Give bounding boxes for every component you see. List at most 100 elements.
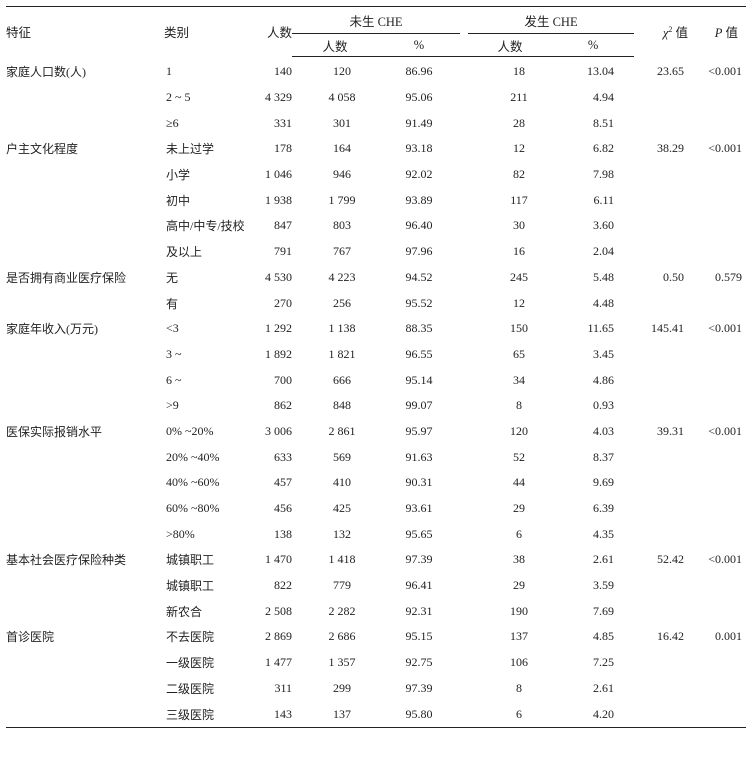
che-count-cell: 8 (516, 680, 523, 695)
chi2-cell: 0.50 (663, 269, 685, 284)
header-category: 类别 (164, 26, 190, 41)
table-row: 新农合 2 508 2 282 92.31 190 7.69 (6, 598, 746, 624)
header-count: 人数 (266, 26, 292, 41)
feature-cell (6, 110, 164, 136)
che-pct-cell: 2.61 (593, 552, 615, 567)
p-value-cell (688, 85, 746, 111)
no-che-pct-cell: 93.61 (405, 501, 433, 516)
che-count-cell: 52 (513, 449, 526, 464)
no-che-count-cell: 779 (333, 578, 351, 593)
p-value-cell: 0.579 (715, 269, 743, 284)
feature-cell (6, 367, 164, 393)
no-che-count-cell: 569 (333, 449, 351, 464)
che-pct-cell: 7.25 (593, 655, 615, 670)
category-cell: 三级医院 (164, 701, 256, 728)
table-row: 40% ~60% 457 410 90.31 44 9.69 (6, 470, 746, 496)
spacer-cell (460, 162, 468, 188)
count-cell: 457 (274, 475, 292, 490)
che-count-cell: 12 (513, 295, 526, 310)
feature-cell (6, 598, 164, 624)
chi2-cell (634, 162, 688, 188)
no-che-pct-cell: 97.39 (405, 552, 433, 567)
spacer-cell (460, 393, 468, 419)
count-cell: 1 470 (265, 552, 292, 567)
che-pct-cell: 4.48 (593, 295, 615, 310)
che-count-cell: 12 (513, 141, 526, 156)
spacer-cell (460, 624, 468, 650)
che-count-cell: 29 (513, 578, 526, 593)
spacer-cell (460, 573, 468, 599)
chi2-cell (634, 367, 688, 393)
count-cell: 633 (274, 449, 292, 464)
count-cell: 331 (274, 115, 292, 130)
no-che-count-cell: 164 (333, 141, 351, 156)
che-pct-cell: 6.11 (593, 192, 615, 207)
no-che-pct-cell: 91.63 (405, 449, 433, 464)
che-count-cell: 34 (513, 372, 526, 387)
spacer-cell (460, 444, 468, 470)
no-che-pct-cell: 95.06 (405, 90, 433, 105)
che-count-cell: 29 (513, 501, 526, 516)
count-cell: 138 (274, 526, 292, 541)
count-cell: 311 (274, 680, 292, 695)
no-che-pct-cell: 95.65 (405, 526, 433, 541)
count-cell: 1 477 (265, 655, 292, 670)
che-pct-cell: 13.04 (587, 64, 615, 79)
header-p: P 值 (688, 7, 746, 57)
chi2-cell (634, 496, 688, 522)
feature-cell: 医保实际报销水平 (6, 424, 103, 439)
feature-cell (6, 470, 164, 496)
table-row: 一级医院 1 477 1 357 92.75 106 7.25 (6, 650, 746, 676)
no-che-pct-cell: 95.14 (405, 372, 433, 387)
no-che-pct-cell: 92.02 (405, 167, 433, 182)
spacer-cell (460, 239, 468, 265)
che-count-cell: 117 (510, 192, 528, 207)
no-che-pct-cell: 95.80 (378, 701, 461, 728)
header-no-che: 未生 CHE (292, 6, 461, 34)
feature-cell (6, 290, 164, 316)
no-che-pct-cell: 93.89 (405, 192, 433, 207)
p-symbol: P (714, 26, 723, 41)
no-che-count-cell: 1 138 (328, 321, 356, 336)
che-count-cell: 150 (510, 321, 529, 336)
table-row: 20% ~40% 633 569 91.63 52 8.37 (6, 444, 746, 470)
che-pct-cell: 4.85 (593, 629, 615, 644)
table-row: 是否拥有商业医疗保险 无 4 530 4 223 94.52 245 5.48 0.50 0.5… (6, 265, 746, 291)
p-value-cell (688, 367, 746, 393)
spacer-cell (460, 342, 468, 368)
chi2-cell (634, 290, 688, 316)
category-cell: 初中 (166, 193, 191, 208)
no-che-pct-cell: 93.18 (405, 141, 433, 156)
feature-cell: 基本社会医疗保险种类 (6, 553, 127, 568)
category-cell: 城镇职工 (166, 579, 215, 594)
chi2-cell: 145.41 (651, 321, 685, 336)
feature-cell: 家庭人口数(人) (6, 65, 86, 80)
feature-cell (6, 342, 164, 368)
header-no-che-count: 人数 (292, 33, 378, 57)
p-value-cell (688, 110, 746, 136)
count-cell: 1 292 (265, 321, 292, 336)
che-pct-cell: 0.93 (593, 398, 615, 413)
spacer-cell (460, 547, 468, 573)
chi2-cell (634, 598, 688, 624)
spacer-cell (460, 701, 469, 728)
p-value-cell (688, 650, 746, 676)
spacer-cell (460, 367, 468, 393)
no-che-count-cell: 132 (333, 526, 351, 541)
che-pct-cell: 5.48 (593, 269, 615, 284)
category-cell: 40% ~60% (166, 475, 220, 490)
table-row: 基本社会医疗保险种类 城镇职工 1 470 1 418 97.39 38 2.61 52.42… (6, 547, 746, 573)
che-pct-cell: 4.20 (552, 701, 635, 728)
spacer-cell (460, 265, 468, 291)
chi2-cell (634, 393, 688, 419)
category-cell: 城镇职工 (166, 553, 215, 568)
chi2-cell (634, 676, 688, 702)
spacer-cell (460, 110, 468, 136)
che-count-cell: 16 (513, 244, 526, 259)
header-chi2: χ2 值 (634, 7, 688, 57)
p-value-cell (688, 239, 746, 265)
header-no-che-pct: % (378, 33, 461, 57)
no-che-pct-cell: 91.49 (405, 115, 433, 130)
no-che-pct-cell: 94.52 (405, 269, 433, 284)
category-cell: 不去医院 (166, 630, 215, 645)
